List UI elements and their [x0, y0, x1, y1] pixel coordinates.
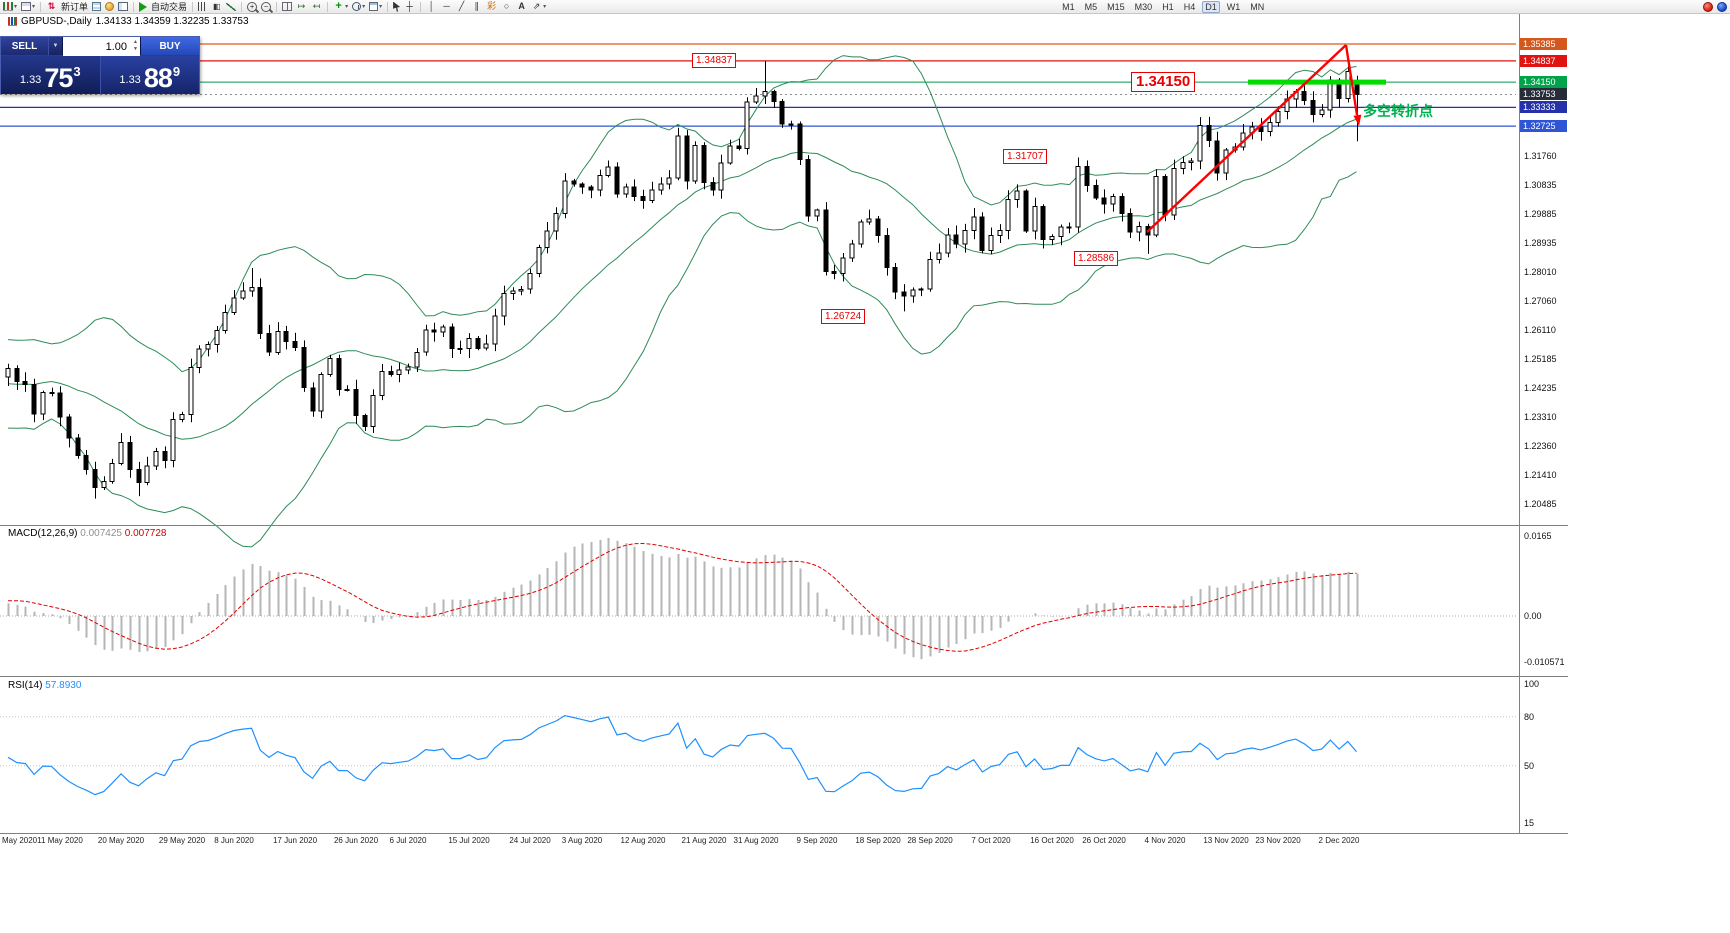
buy-price-pip: 9	[172, 64, 181, 79]
autotrade-button[interactable]: 自动交易	[151, 2, 188, 12]
dropdown-caret-icon[interactable]: ▾	[543, 4, 547, 10]
chart-title: GBPUSD-,Daily 1.34133 1.34359 1.32235 1.…	[8, 16, 249, 27]
reversal-note-text[interactable]: 多空转折点	[1363, 103, 1433, 119]
sell-button[interactable]: SELL	[1, 37, 48, 55]
cursor-icon[interactable]	[393, 1, 401, 12]
dropdown-caret-icon[interactable]: ▾	[362, 4, 366, 10]
volume-stepper[interactable]: ▲ ▼	[133, 39, 138, 52]
buy-price-button[interactable]: 1.33 88 9	[100, 56, 199, 94]
timeframe-M15[interactable]: M15	[1107, 1, 1125, 12]
trend-line[interactable]	[1146, 44, 1347, 233]
rsi-line	[7, 714, 1357, 796]
buy-price-prefix: 1.33	[119, 74, 141, 86]
toolbar-separator	[192, 1, 194, 12]
rsi-pane	[0, 714, 1516, 796]
blue-dot-icon[interactable]	[1717, 1, 1727, 12]
shapes-icon[interactable]: ○	[503, 1, 510, 11]
periods-icon[interactable]	[352, 2, 362, 11]
candlestick-series	[5, 60, 1360, 499]
dropdown-caret-icon[interactable]: ▾	[345, 4, 349, 10]
timeframe-M1[interactable]: M1	[1062, 1, 1075, 12]
horizontal-line-icon[interactable]: ─	[443, 1, 450, 11]
buy-button[interactable]: BUY	[141, 37, 199, 55]
fibonacci-icon[interactable]: 彩	[487, 1, 497, 11]
chart-symbol-period: GBPUSD-,Daily	[21, 16, 92, 27]
toolbar-separator	[327, 1, 329, 12]
zoom-in-icon[interactable]: +	[247, 1, 258, 12]
sell-price-big: 75	[44, 63, 73, 93]
chart-ohlc-values: 1.34133 1.34359 1.32235 1.33753	[95, 16, 249, 27]
toolbar-separator	[420, 1, 422, 12]
vertical-line-icon[interactable]: │	[428, 1, 435, 11]
macd-signal-line	[8, 542, 1357, 652]
dropdown-caret-icon[interactable]: ▾	[32, 4, 36, 10]
text-icon[interactable]: A	[518, 1, 525, 11]
timeframe-H1[interactable]: H1	[1162, 1, 1174, 12]
chart-window-icon[interactable]	[21, 2, 32, 11]
toolbar-separator	[387, 1, 389, 12]
tile-windows-icon[interactable]	[282, 2, 293, 11]
arrows-tool-icon[interactable]: ⇗	[532, 1, 541, 11]
auto-scroll-icon[interactable]: ↦	[297, 1, 306, 11]
toolbar: ▾ ▾ ⇅ 新订单 自动交易 ▮▯ + − ↦ ↤ + ▾ ▾ ▾ ┼ │ ─ ╱ ∥ 彩 ○ A ⇗ ▾ M1 M5 M15 M30…	[0, 0, 1730, 14]
price-annotation[interactable]: 1.34837	[692, 53, 737, 68]
toolbar-separator	[241, 1, 243, 12]
indicators-icon[interactable]: +	[335, 0, 342, 12]
terminal-icon[interactable]	[118, 2, 129, 11]
one-click-trading-panel: SELL ▼ ▲▼ BUY 1.33 75 3 1.33 88 9	[0, 36, 200, 94]
new-chart-icon[interactable]	[3, 2, 13, 11]
sell-price-pip: 3	[73, 64, 81, 79]
chart-shift-icon[interactable]: ↤	[312, 1, 321, 11]
red-dot-icon[interactable]	[1703, 1, 1713, 12]
zoom-out-icon[interactable]: −	[261, 1, 272, 12]
macd-pane	[0, 538, 1516, 660]
chart-tab-icon	[8, 17, 17, 26]
new-order-icon[interactable]: ⇅	[47, 1, 56, 11]
line-chart-icon[interactable]	[226, 2, 237, 11]
toolbar-separator	[276, 1, 278, 12]
horizontal-level-lines[interactable]	[0, 43, 1516, 127]
trendline-icon[interactable]: ╱	[458, 1, 465, 11]
price-annotation[interactable]: 1.28586	[1074, 251, 1119, 266]
new-order-button[interactable]: 新订单	[61, 2, 89, 12]
dropdown-caret-icon[interactable]: ▾	[14, 4, 18, 10]
sell-price-button[interactable]: 1.33 75 3	[1, 56, 101, 94]
dropdown-caret-icon[interactable]: ▾	[379, 4, 383, 10]
candlestick-chart-icon[interactable]: ▮▯	[213, 2, 221, 11]
price-annotation[interactable]: 1.31707	[1003, 149, 1048, 164]
price-annotation[interactable]: 1.26724	[821, 309, 866, 324]
alerts-icon[interactable]	[105, 2, 115, 11]
channel-icon[interactable]: ∥	[474, 1, 479, 11]
autotrade-icon[interactable]	[139, 1, 148, 12]
volume-input[interactable]	[63, 38, 140, 56]
timeframe-H4[interactable]: H4	[1183, 1, 1196, 12]
trend-arrow-head	[1353, 114, 1362, 126]
order-options-caret-icon[interactable]: ▼	[48, 37, 62, 55]
bollinger-bands	[7, 55, 1357, 548]
crosshair-icon[interactable]: ┼	[406, 1, 413, 11]
timeframe-W1[interactable]: W1	[1226, 1, 1241, 12]
sell-price-prefix: 1.33	[19, 74, 42, 86]
templates-icon[interactable]	[369, 2, 379, 11]
toolbar-separator	[40, 1, 42, 12]
toolbar-separator	[133, 1, 135, 12]
bar-chart-icon[interactable]	[198, 2, 208, 11]
trend-line[interactable]	[1344, 44, 1359, 116]
market-watch-icon[interactable]	[92, 2, 102, 11]
volume-field[interactable]: ▲▼	[62, 37, 141, 56]
timeframe-M5[interactable]: M5	[1084, 1, 1098, 12]
timeframe-MN[interactable]: MN	[1250, 1, 1265, 12]
price-annotation[interactable]: 1.34150	[1131, 72, 1196, 92]
timeframe-D1[interactable]: D1	[1202, 0, 1220, 13]
buy-price-big: 88	[143, 63, 173, 93]
timeframe-M30[interactable]: M30	[1134, 1, 1153, 12]
